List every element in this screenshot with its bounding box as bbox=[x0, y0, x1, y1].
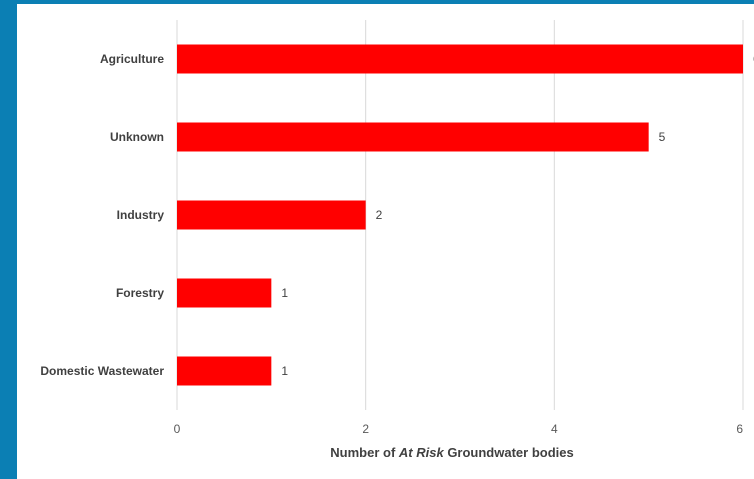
category-label: Forestry bbox=[116, 286, 164, 300]
category-labels: Agriculture Unknown Industry Forestry Domest… bbox=[40, 52, 164, 378]
bar-forestry bbox=[177, 278, 272, 308]
bar-unknown bbox=[177, 122, 649, 152]
category-label: Industry bbox=[117, 208, 165, 222]
data-label: 1 bbox=[281, 286, 288, 300]
bar-industry bbox=[177, 200, 366, 230]
data-label: 1 bbox=[281, 364, 288, 378]
category-label: Domestic Wastewater bbox=[40, 364, 164, 378]
bar-agriculture bbox=[177, 44, 743, 74]
x-axis-title-part: At Risk bbox=[398, 445, 445, 460]
x-tick-label: 6 bbox=[736, 422, 743, 436]
bar-domestic-wastewater bbox=[177, 356, 272, 386]
data-label: 5 bbox=[659, 130, 666, 144]
x-axis-title-part: Number of bbox=[330, 445, 399, 460]
tick-labels: 0 2 4 6 bbox=[174, 422, 744, 436]
x-axis-title-part: Groundwater bodies bbox=[444, 445, 574, 460]
category-label: Unknown bbox=[110, 130, 164, 144]
x-tick-label: 2 bbox=[362, 422, 369, 436]
x-tick-label: 4 bbox=[551, 422, 558, 436]
chart-panel: Agriculture Unknown Industry Forestry Domest… bbox=[17, 4, 754, 479]
x-tick-label: 0 bbox=[174, 422, 181, 436]
x-axis-title: Number of At Risk Groundwater bodies bbox=[330, 445, 573, 460]
category-label: Agriculture bbox=[100, 52, 164, 66]
bars bbox=[177, 44, 743, 386]
bar-chart: Agriculture Unknown Industry Forestry Domest… bbox=[40, 20, 754, 460]
data-label: 2 bbox=[376, 208, 383, 222]
